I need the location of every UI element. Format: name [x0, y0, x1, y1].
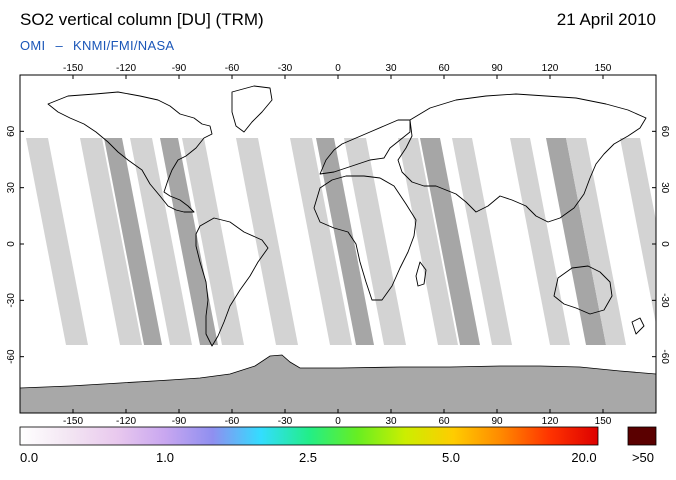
antarctica	[20, 354, 656, 413]
coast-australia	[553, 265, 613, 315]
map-date: 21 April 2010	[556, 10, 656, 29]
credit-instrument: OMI	[20, 38, 46, 53]
map-area	[20, 75, 656, 413]
lon-tick-label: -150	[63, 63, 83, 74]
lat-tick-label: -60	[6, 349, 17, 364]
lon-tick-label: -30	[278, 416, 293, 427]
orbit-swath	[130, 138, 192, 345]
lat-tick-label: -60	[659, 349, 670, 364]
colorbar-label: >50	[631, 450, 655, 465]
lat-tick-label: 60	[6, 125, 17, 137]
lat-tick-label: 60	[659, 126, 670, 138]
credit-institutions: KNMI/FMI/NASA	[72, 38, 175, 53]
coast-europe	[319, 119, 411, 175]
orbit-swath	[420, 138, 480, 345]
orbit-swath	[452, 138, 512, 345]
orbit-swath	[160, 138, 218, 345]
coast-south-america	[195, 217, 269, 347]
coast-greenland	[231, 85, 273, 133]
lon-tick-label: 30	[385, 416, 397, 427]
lon-tick-label: 90	[491, 416, 503, 427]
orbit-swath	[316, 138, 374, 345]
lon-tick-label: 60	[438, 63, 450, 74]
lon-tick-label: -120	[116, 63, 136, 74]
lon-tick-label: -90	[172, 416, 187, 427]
orbit-swath	[398, 138, 458, 345]
colorbar-label: 0.0	[20, 450, 39, 465]
colorbar	[19, 426, 599, 446]
lon-tick-label: 150	[595, 416, 612, 427]
colorbar-label: 1.0	[155, 450, 175, 465]
orbit-swath	[344, 138, 406, 345]
lon-tick-label: 90	[491, 63, 503, 74]
coast-madagascar	[415, 261, 427, 287]
lon-ticks-top: -150 -120 -90 -60 -30 0 30 60 90 120 150	[63, 63, 612, 74]
coast-north-america	[47, 91, 213, 213]
lat-tick-label: 30	[659, 182, 670, 194]
colorbar-max-swatch	[627, 426, 657, 446]
orbit-swath	[566, 138, 626, 345]
lat-ticks-left: 60 30 0 -30 -60	[6, 125, 17, 364]
lon-tick-label: 0	[335, 416, 341, 427]
lat-tick-label: 30	[6, 182, 17, 194]
lon-tick-label: -150	[63, 416, 83, 427]
coast-africa	[313, 175, 417, 301]
credit-separator: –	[55, 38, 63, 53]
orbit-swath	[182, 138, 244, 345]
lon-tick-label: 120	[542, 63, 559, 74]
coast-asia	[397, 93, 647, 223]
colorbar-label: 5.0	[441, 450, 461, 465]
colorbar-label: 20.0	[571, 450, 597, 465]
lat-ticks-right: 60 30 0 -30 -60	[659, 126, 670, 365]
lat-tick-label: -30	[659, 293, 670, 308]
map-frame	[19, 74, 657, 414]
orbit-swath	[546, 138, 606, 345]
lon-tick-label: 60	[438, 416, 450, 427]
lon-tick-label: 0	[335, 63, 341, 74]
lon-tick-label: 150	[595, 63, 612, 74]
colorbar-label: 2.5	[298, 450, 318, 465]
orbit-swath	[104, 138, 162, 345]
orbit-swath	[236, 138, 298, 345]
orbit-swath	[80, 138, 142, 345]
lat-tick-label: 0	[6, 241, 17, 247]
orbit-swath	[290, 138, 352, 345]
coast-new-zealand	[631, 317, 645, 335]
lon-tick-label: -30	[278, 63, 293, 74]
orbit-swaths	[26, 138, 656, 345]
lon-tick-label: 30	[385, 63, 397, 74]
lat-tick-label: -30	[6, 293, 17, 308]
orbit-swath	[620, 138, 656, 325]
credit-line: OMI – KNMI/FMI/NASA	[20, 38, 174, 53]
lon-tick-label: -120	[116, 416, 136, 427]
lon-tick-label: -60	[225, 63, 240, 74]
lon-tick-label: -90	[172, 63, 187, 74]
lon-tick-label: 120	[542, 416, 559, 427]
lon-ticks-bottom: -150 -120 -90 -60 -30 0 30 60 90 120 150	[63, 416, 612, 427]
lat-tick-label: 0	[659, 241, 670, 247]
map-title: SO2 vertical column [DU] (TRM)	[20, 10, 264, 29]
lon-tick-label: -60	[225, 416, 240, 427]
continent-outlines	[47, 85, 647, 347]
orbit-swath	[26, 138, 88, 345]
